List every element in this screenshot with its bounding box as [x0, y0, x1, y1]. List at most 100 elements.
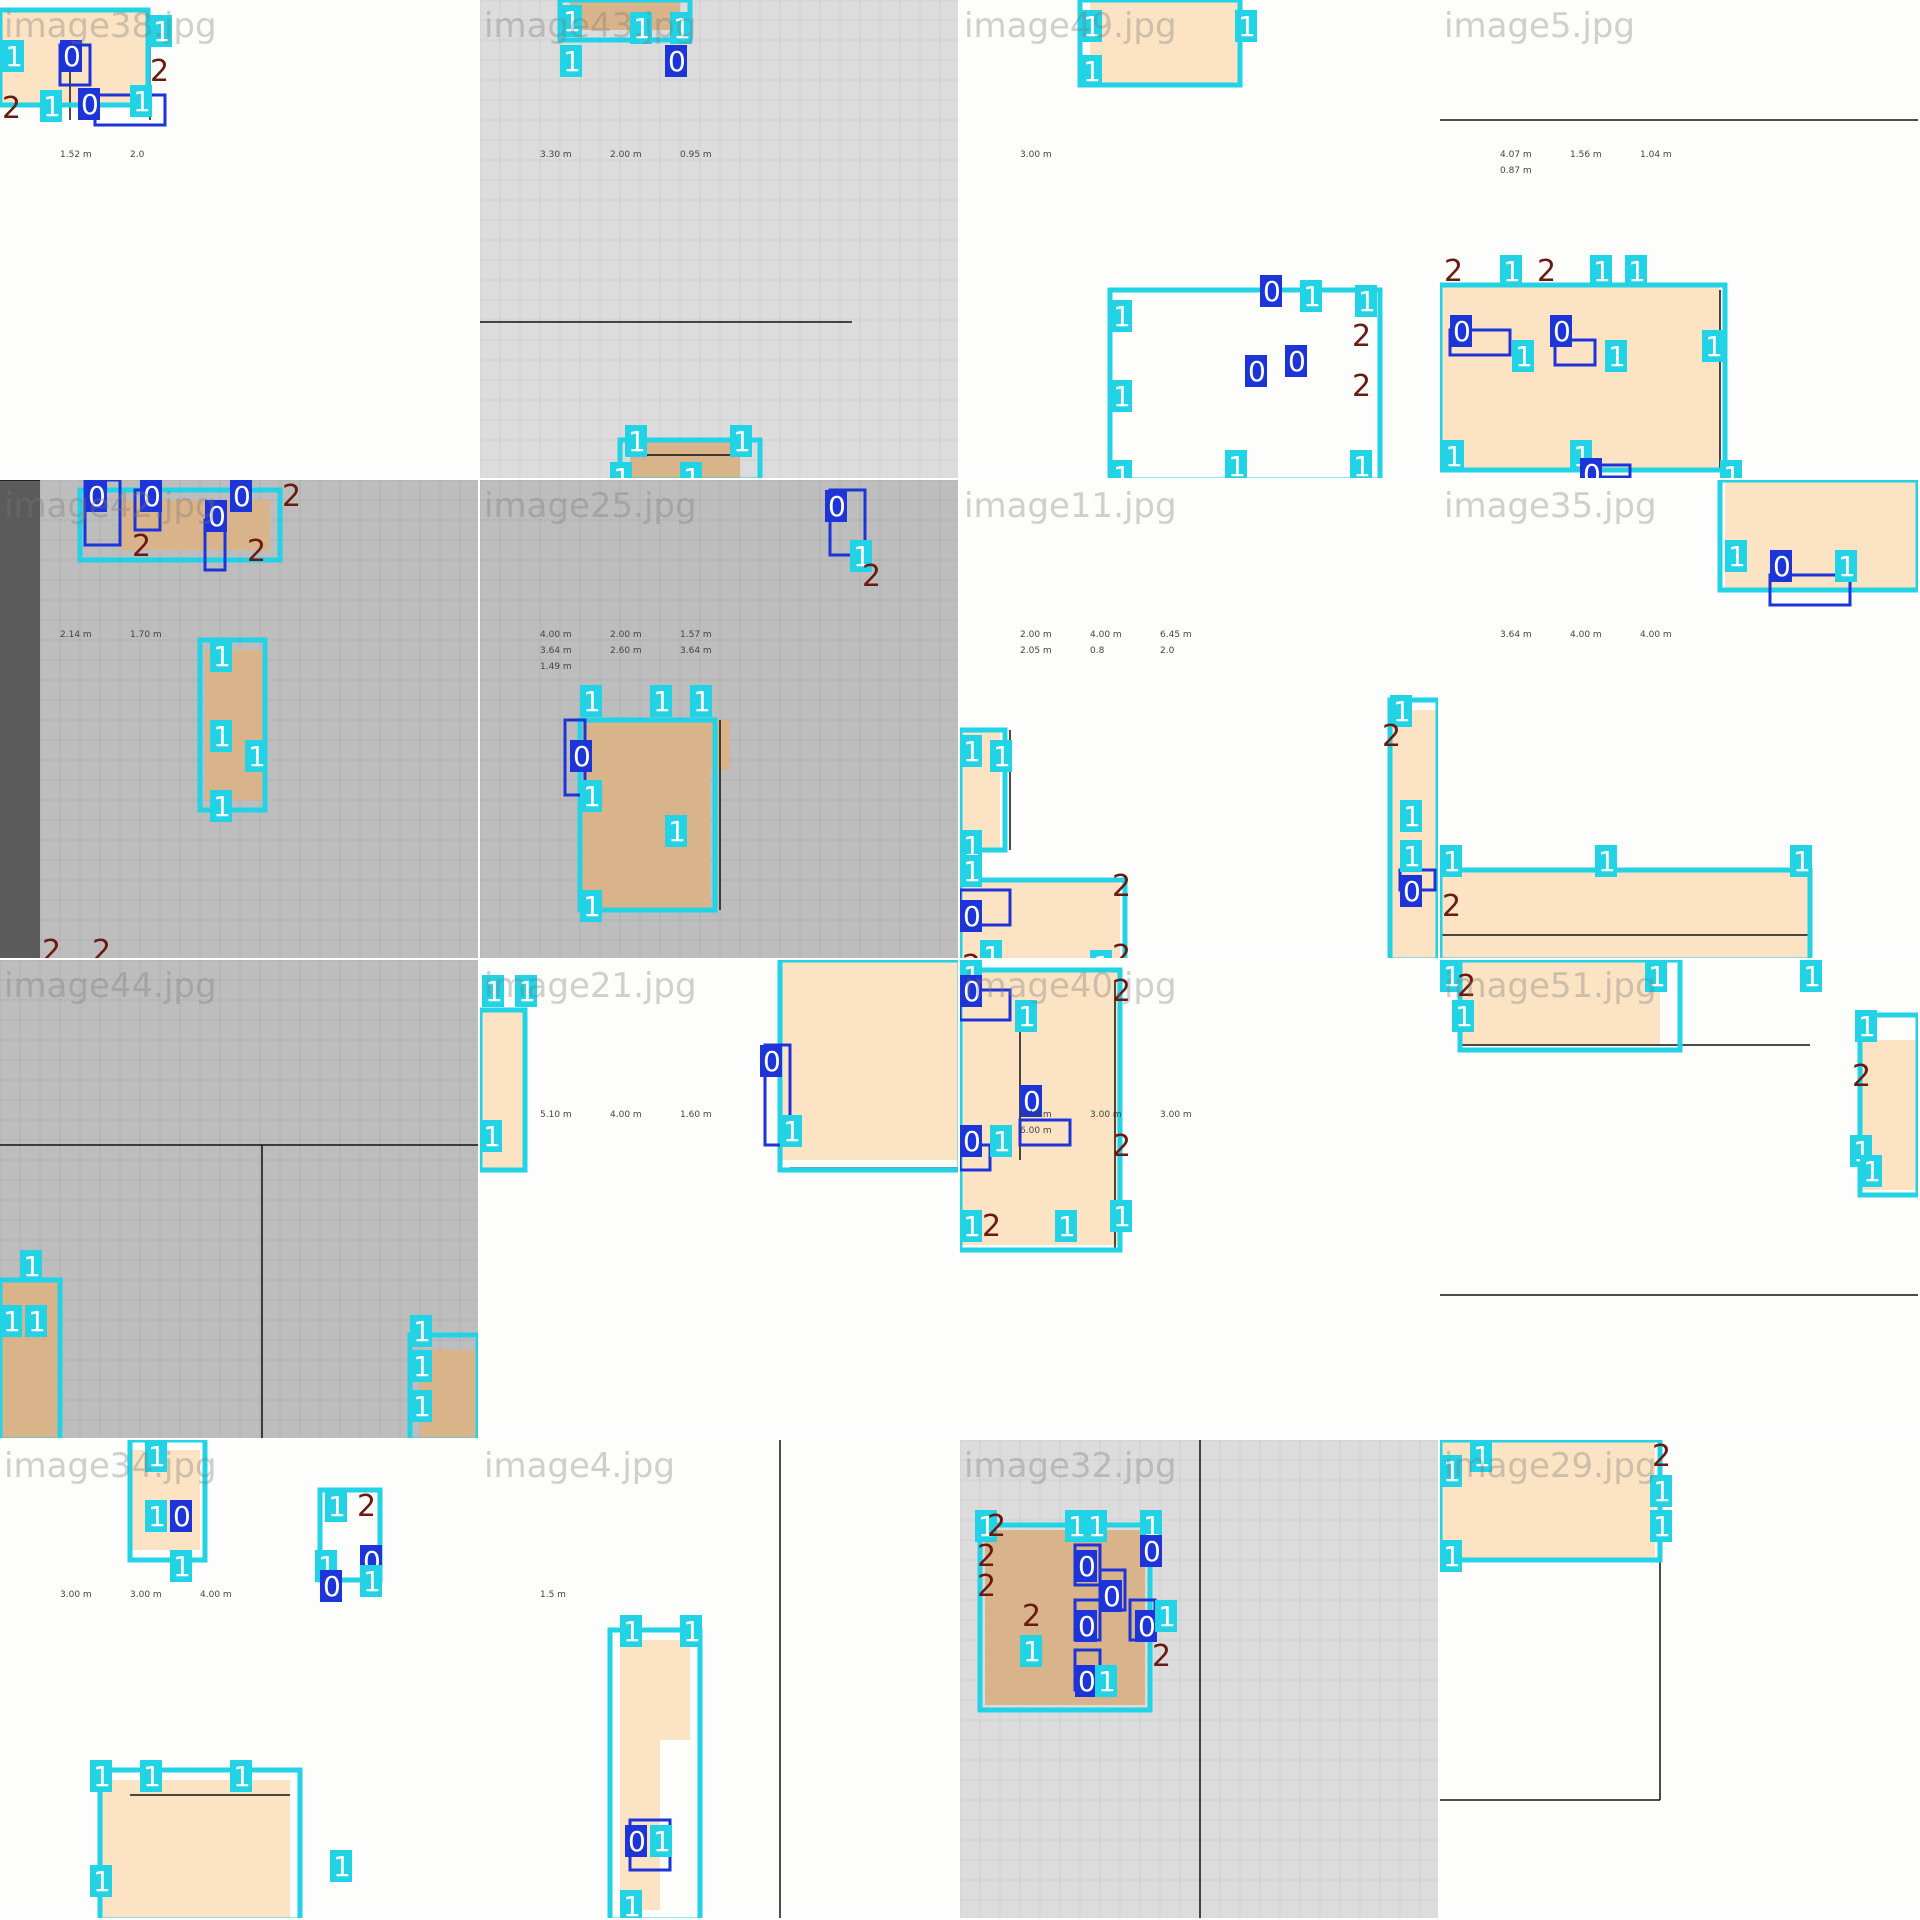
dimension-label: 2.60 m [610, 646, 642, 656]
wall-class-label: 1 [560, 45, 582, 78]
door-class-label: 0 [1450, 315, 1472, 348]
svg-text:0: 0 [1143, 1535, 1161, 1568]
wall-class-label: 1 [1452, 1000, 1474, 1033]
svg-text:1: 1 [213, 640, 231, 673]
svg-text:1: 1 [1113, 1200, 1131, 1233]
wall-class-label: 1 [975, 1510, 997, 1543]
wall-class-label: 1 [1020, 1635, 1042, 1668]
svg-text:1: 1 [23, 1250, 41, 1283]
wall-bounding-box [577, 717, 718, 913]
door-bounding-box [960, 988, 1012, 1022]
wall-class-label: 1 [25, 1305, 47, 1338]
wall-class-label: 1 [980, 940, 1002, 958]
dimension-label: 1.56 m [1570, 150, 1602, 160]
svg-text:2: 2 [92, 934, 111, 958]
svg-text:0: 0 [1078, 1550, 1096, 1583]
window-class-label: 2 [357, 1489, 376, 1524]
dimension-label: 4.00 m [610, 1110, 642, 1120]
wall-class-label: 1 [170, 1550, 192, 1583]
svg-text:2: 2 [1112, 939, 1131, 958]
svg-text:1: 1 [683, 462, 701, 478]
svg-text:1: 1 [963, 735, 981, 768]
window-class-label: 2 [1112, 869, 1131, 904]
svg-text:0: 0 [323, 1570, 341, 1603]
room-area [100, 1780, 290, 1918]
wall-class-label: 1 [145, 1500, 167, 1533]
svg-text:2: 2 [982, 1209, 1001, 1244]
svg-text:1: 1 [1473, 1440, 1491, 1473]
wall-bounding-box [960, 727, 1008, 853]
room-area [1390, 710, 1438, 958]
wall-class-label: 1 [1860, 1155, 1882, 1188]
wall-class-label: 1 [1110, 1200, 1132, 1233]
svg-text:1: 1 [173, 1550, 191, 1583]
svg-text:1: 1 [1858, 1010, 1876, 1043]
svg-text:0: 0 [963, 900, 981, 933]
wall-class-label: 1 [1605, 340, 1627, 373]
wall-class-label: 1 [1155, 1600, 1177, 1633]
dimension-label: 1.04 m [1640, 150, 1672, 160]
dimension-label: 1.52 m [60, 150, 92, 160]
svg-text:1: 1 [483, 1120, 501, 1153]
door-class-label: 0 [78, 88, 100, 121]
floorplan-canvas: 11 011 21 00 11 1 11 1 [90, 1440, 383, 1918]
svg-text:1: 1 [518, 975, 536, 1008]
window-class-label: 2 [92, 934, 111, 958]
svg-text:0: 0 [143, 480, 161, 513]
svg-text:0: 0 [81, 88, 99, 121]
svg-text:2: 2 [977, 1539, 996, 1574]
wall-class-label: 1 [1080, 55, 1102, 88]
wall-class-label: 1 [620, 1615, 642, 1648]
wall-class-label: 1 [1110, 300, 1132, 333]
wall-class-label: 1 [1595, 845, 1617, 878]
dimension-label: 3.64 m [1500, 630, 1532, 640]
wall-class-label: 1 [1055, 1210, 1077, 1243]
svg-text:2: 2 [1112, 974, 1131, 1009]
wall-class-label: 1 [210, 720, 232, 753]
dimension-label: 2.05 m [1020, 646, 1052, 656]
door-class-label: 0 [170, 1500, 192, 1533]
svg-text:1: 1 [963, 1210, 981, 1243]
wall-class-label: 1 [1235, 10, 1257, 43]
dimension-label: 1.49 m [540, 662, 572, 672]
wall-class-label: 1 [1725, 540, 1747, 573]
wall-class-label: 1 [680, 1615, 702, 1648]
svg-text:1: 1 [3, 1305, 21, 1338]
floorplan-canvas: 11 1 111 [0, 960, 478, 1438]
wall-bounding-box [317, 1487, 383, 1583]
grid-lines [480, 0, 958, 478]
svg-text:2: 2 [987, 1509, 1006, 1544]
door-bounding-box [960, 888, 1012, 927]
svg-text:1: 1 [1705, 330, 1723, 363]
floorplan-canvas: 2 1 2 1 10 01 1 11 10 1 [1440, 119, 1918, 478]
wall-bounding-box [617, 437, 763, 478]
window-class-label: 2 [977, 1539, 996, 1574]
svg-text:1: 1 [413, 1350, 431, 1383]
door-class-label: 0 [665, 45, 687, 78]
svg-text:2: 2 [1022, 1599, 1041, 1634]
window-class-label: 2 [247, 534, 266, 569]
svg-text:0: 0 [1553, 315, 1571, 348]
dimension-label: 5.10 m [540, 1110, 572, 1120]
wall-bounding-box [1077, 0, 1243, 88]
window-class-label: 2 [1112, 939, 1131, 958]
room-area [680, 720, 730, 770]
wall-class-label: 1 [1110, 380, 1132, 413]
window-class-label: 2 [1112, 1129, 1131, 1164]
window-class-label: 2 [1442, 889, 1461, 924]
svg-text:0: 0 [628, 1825, 646, 1858]
svg-text:1: 1 [1393, 695, 1411, 728]
wall-class-label: 1 [1835, 550, 1857, 583]
svg-text:1: 1 [1113, 380, 1131, 413]
svg-text:1: 1 [1353, 450, 1371, 478]
dimension-label: 3.00 m [1020, 150, 1052, 160]
svg-text:1: 1 [43, 90, 61, 123]
wall-class-label: 1 [150, 15, 172, 48]
svg-text:1: 1 [1358, 285, 1376, 318]
wall-class-label: 1 [330, 1850, 352, 1883]
wall-class-label: 1 [730, 425, 752, 458]
wall-class-label: 1 [960, 855, 982, 888]
svg-text:1: 1 [1088, 1510, 1106, 1543]
